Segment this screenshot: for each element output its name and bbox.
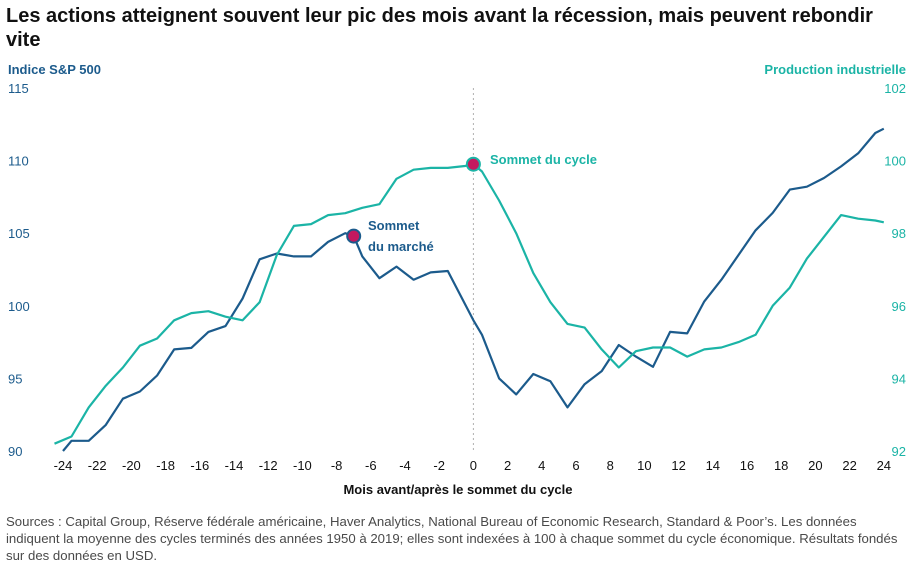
annotation-cycle-peak: Sommet du cycle <box>490 152 597 167</box>
x-tick-label: 2 <box>504 458 511 473</box>
x-tick-label: -18 <box>156 458 175 473</box>
left-y-tick-label: 110 <box>8 154 29 169</box>
right-y-tick-label: 96 <box>892 299 906 314</box>
x-tick-label: -24 <box>54 458 73 473</box>
industrial-production-series-line <box>54 163 885 445</box>
right-y-tick-label: 92 <box>892 444 906 459</box>
x-tick-label: -4 <box>399 458 411 473</box>
x-tick-label: -12 <box>259 458 278 473</box>
right-y-tick-label: 102 <box>884 81 906 96</box>
annotation-market-peak-line2: du marché <box>368 239 434 254</box>
x-tick-label: 6 <box>572 458 579 473</box>
x-tick-label: 20 <box>808 458 822 473</box>
left-y-tick-label: 95 <box>8 371 22 386</box>
chart-title: Les actions atteignent souvent leur pic … <box>6 5 873 51</box>
x-tick-label: 0 <box>470 458 477 473</box>
x-tick-label: 10 <box>637 458 651 473</box>
left-y-tick-label: 105 <box>8 226 30 241</box>
x-tick-label: 18 <box>774 458 788 473</box>
x-tick-label: -16 <box>190 458 209 473</box>
right-y-tick-label: 98 <box>892 226 906 241</box>
x-tick-label: 16 <box>740 458 754 473</box>
x-tick-label: 14 <box>706 458 720 473</box>
x-tick-label: -22 <box>88 458 107 473</box>
x-tick-label: -20 <box>122 458 141 473</box>
annotation-market-peak-line1: Sommet <box>368 218 420 233</box>
x-tick-label: 24 <box>877 458 891 473</box>
right-axis-label: Production industrielle <box>764 62 906 77</box>
right-y-tick-label: 94 <box>892 371 906 386</box>
x-tick-label: -8 <box>331 458 343 473</box>
x-tick-label: -14 <box>225 458 244 473</box>
left-y-tick-label: 115 <box>8 81 29 96</box>
x-tick-label: 12 <box>671 458 685 473</box>
x-axis-label: Mois avant/après le sommet du cycle <box>343 482 573 497</box>
sp500-series-line <box>62 127 885 452</box>
cycle-peak-marker <box>465 156 481 172</box>
x-tick-label: -2 <box>433 458 445 473</box>
x-tick-label: 22 <box>842 458 856 473</box>
left-y-tick-label: 100 <box>8 299 30 314</box>
x-tick-label: -6 <box>365 458 377 473</box>
left-y-tick-label: 90 <box>8 444 22 459</box>
x-tick-label: 8 <box>607 458 614 473</box>
x-tick-label: 4 <box>538 458 545 473</box>
market-peak-marker <box>346 228 362 244</box>
right-y-tick-label: 100 <box>884 154 906 169</box>
source-footnote: Sources : Capital Group, Réserve fédéral… <box>6 514 898 563</box>
x-tick-label: -10 <box>293 458 312 473</box>
left-axis-label: Indice S&P 500 <box>8 62 101 77</box>
